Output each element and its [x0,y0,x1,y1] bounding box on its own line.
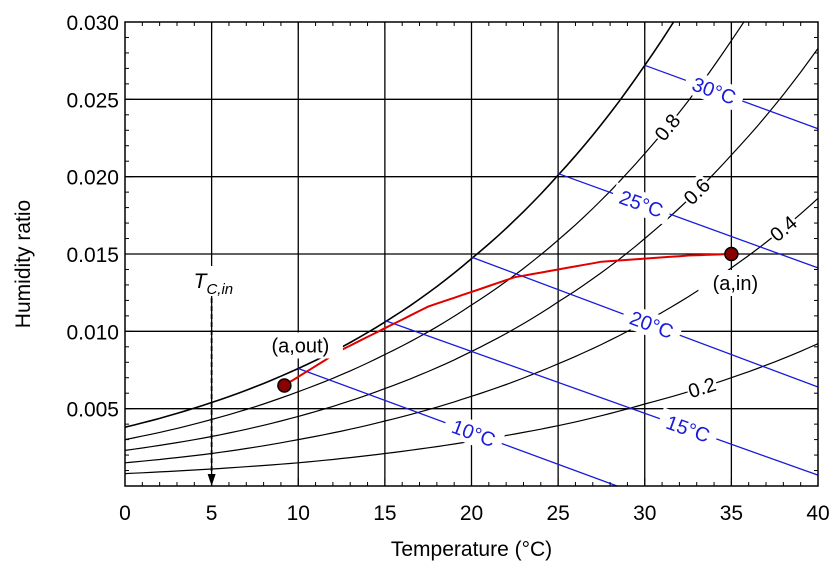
y-tick-label: 0.025 [66,89,119,112]
wet-bulb-label-bg [441,411,506,455]
marker-label-sub: C,in [206,281,233,298]
wet-bulb-label-group: 30°C [681,69,747,113]
x-tick-label: 15 [373,502,396,525]
rh-label-bg [764,210,802,247]
axis-ticks: 0 5 10 15 20 25 30 35 40 0.005 0.010 0.015 0.020 0.02… [66,12,829,525]
wet-bulb-label: 20°C [627,307,677,343]
x-tick-label: 10 [287,502,310,525]
wet-bulb-label-group: 10°C [441,411,506,455]
x-tick-label: 35 [720,502,743,525]
x-axis-label: Temperature (°C) [391,538,552,561]
rh-label-group: 0.8 [649,108,686,146]
x-tick-label: 20 [460,502,483,525]
wet-bulb-label-group: 20°C [619,302,684,347]
x-tick-label: 30 [633,502,656,525]
grid [125,22,818,486]
x-tick-label: 5 [206,502,218,525]
marker-label-bg [189,266,252,296]
y-tick-label: 0.010 [66,321,119,344]
y-tick-label: 0.015 [66,244,119,267]
state-point-marker [724,246,739,262]
state-point-label-bg [257,332,343,359]
x-tick-label: 0 [119,502,131,525]
x-tick-label: 40 [806,502,829,525]
wet-bulb-label-bg [655,407,721,451]
state-points: (a,out) (a,in) [257,246,773,393]
y-tick-label: 0.005 [66,399,119,422]
y-tick-label: 0.030 [66,12,119,35]
wet-bulb-label-bg [619,302,684,347]
wet-bulb-line [557,172,819,269]
rh-curve-1.0 [125,22,675,428]
rh-label-bg [678,172,716,210]
wet-bulb-label-group: 25°C [608,182,674,226]
state-point-label: (a,in) [713,273,759,295]
wet-bulb-label: 15°C [663,412,712,448]
rh-label-group: 0.2 [684,372,720,403]
rh-label-group: 0.4 [764,210,802,247]
rh-label-bg [649,108,686,146]
temperature-marker: TC,in [189,266,252,486]
wet-bulb-label: 10°C [448,416,498,452]
rh-label-group: 0.6 [678,172,716,210]
wet-bulb-label: 25°C [616,187,666,223]
rh-label-0.6: 0.6 [680,174,715,209]
y-tick-label: 0.020 [66,167,119,190]
wet-bulb-label-bg [608,182,674,226]
plot-frame [124,21,819,487]
wet-bulb-label-group: 15°C [655,407,721,451]
wet-bulb-line [384,319,819,476]
state-point-marker [277,378,292,393]
x-tick-label: 25 [546,502,569,525]
wet-bulb-label-bg [681,69,747,113]
state-point-label-bg [698,270,773,296]
rh-label-bg [684,372,720,403]
y-axis-label: Humidity ratio [12,200,35,328]
state-point-label: (a,out) [271,335,329,357]
